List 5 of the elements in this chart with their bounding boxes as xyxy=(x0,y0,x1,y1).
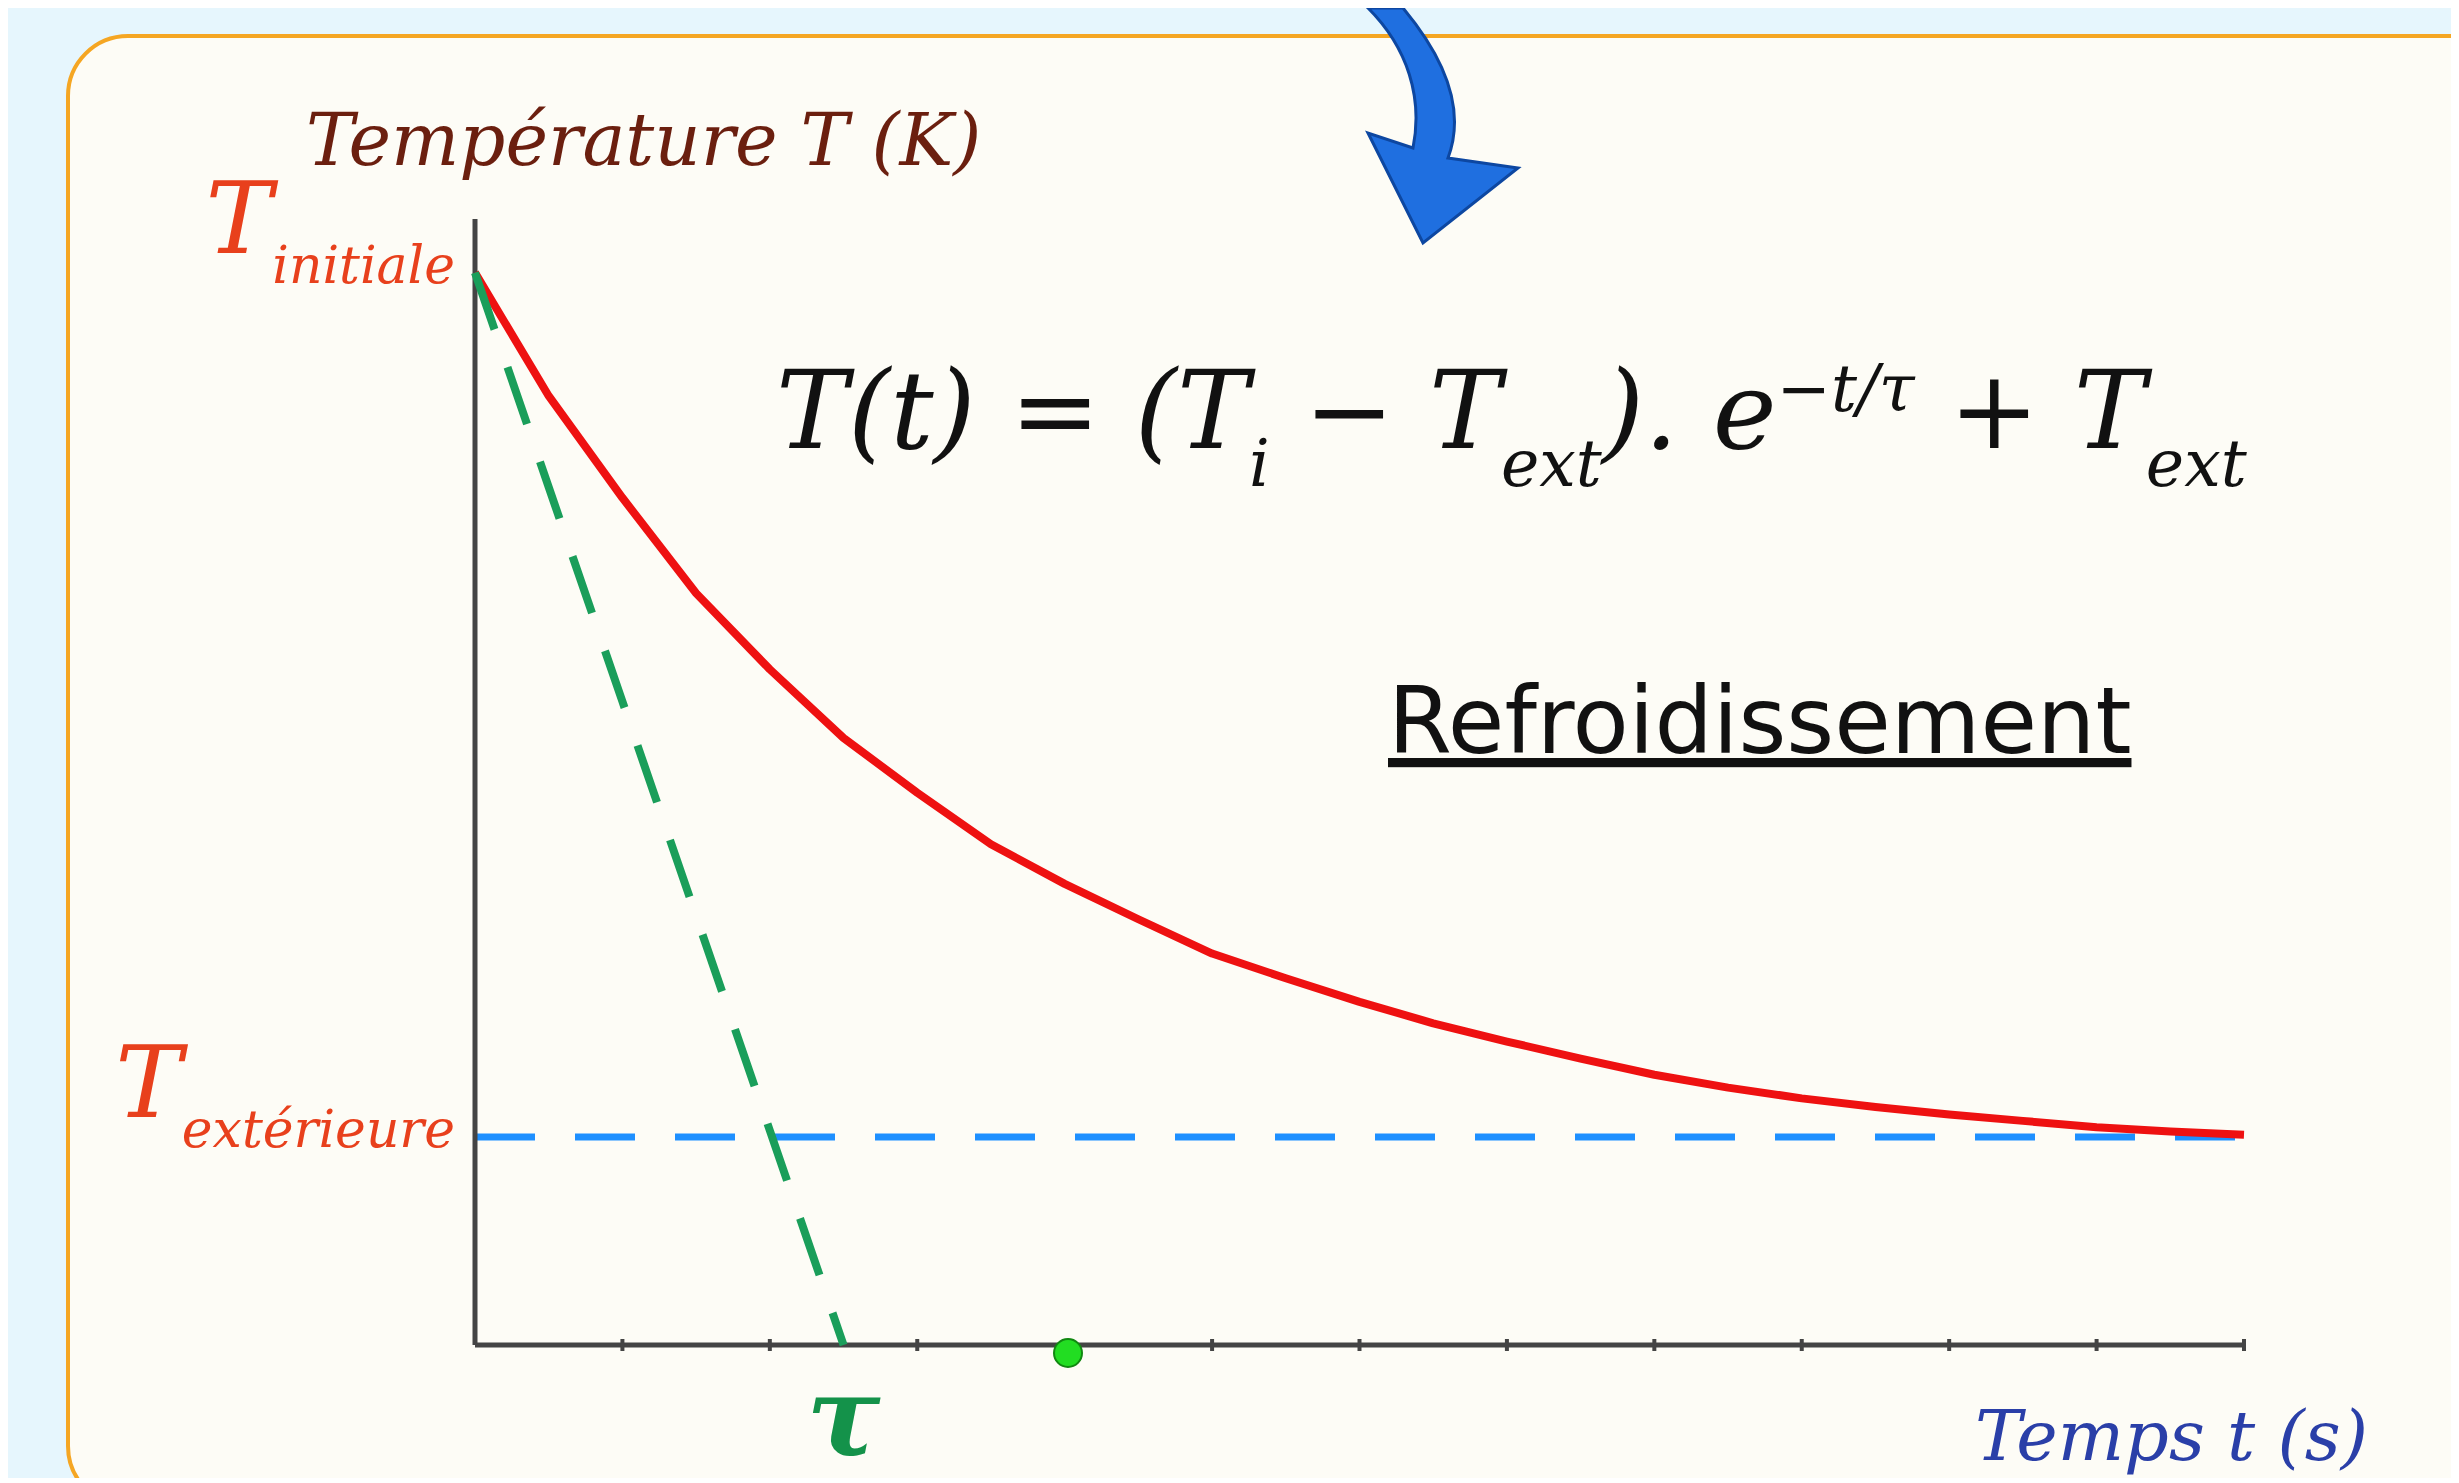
annotation: Refroidissement xyxy=(1388,668,2132,775)
annotation: T(t) = (T$_{i}$ − T$_{ext}$). e$^{−t/τ}$ + T$_{ext}$ xyxy=(776,348,2248,501)
text: τ xyxy=(806,1352,882,1481)
ref-line-label: T$_{extérieure}$ xyxy=(115,1023,455,1159)
x-axis-title: Temps t (s) xyxy=(1975,1395,2368,1477)
